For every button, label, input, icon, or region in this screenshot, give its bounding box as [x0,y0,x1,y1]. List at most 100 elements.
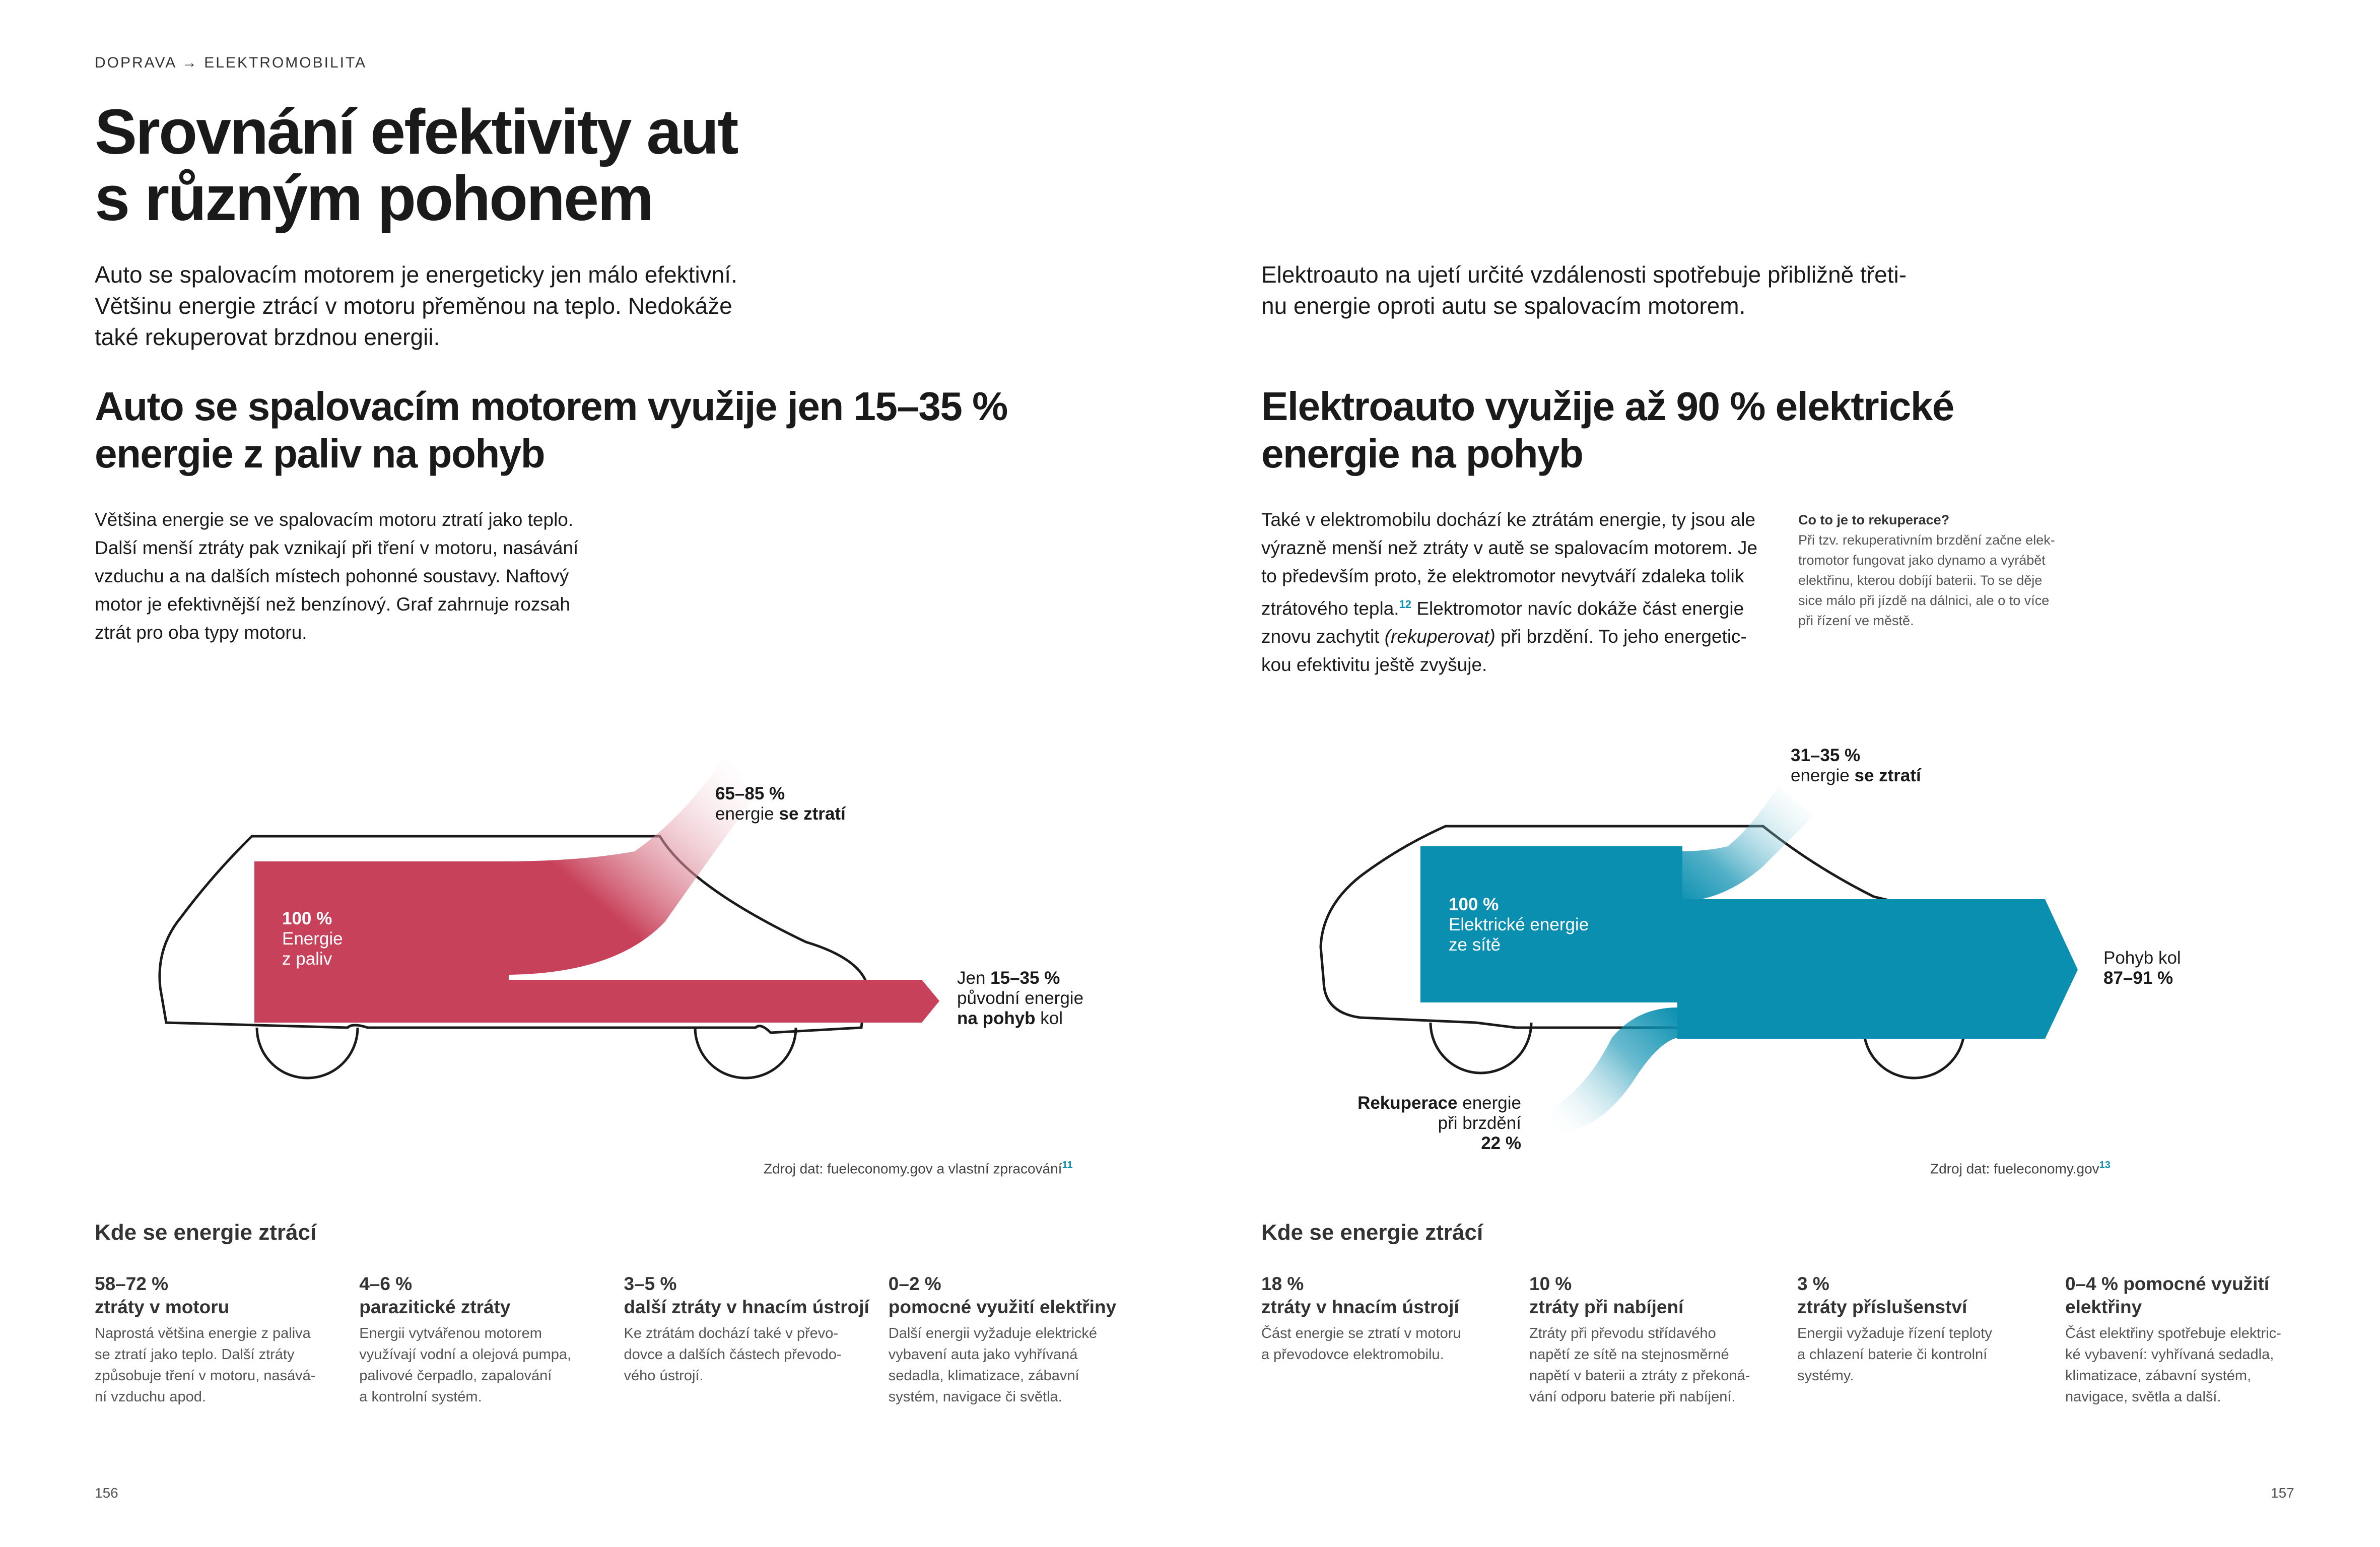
combustion-input-label: 100 % Energie z paliv [282,909,484,969]
stat-desc-line: systémy. [1797,1368,1854,1384]
stat-desc: Naprostá většina energie z paliva se ztr… [95,1323,359,1407]
aside-title: Co to je to rekuperace? [1798,512,1950,527]
stat-desc-line: se ztratí jako teplo. Další ztráty [95,1347,295,1363]
stat-value: 3–5 % [624,1273,677,1294]
combustion-loss-bold: se ztratí [779,804,846,824]
left-section-title: Kde se energie ztrácí [95,1220,317,1245]
right-body-line: to především proto, že elektromotor nevy… [1261,566,1744,586]
stat-title: elektřiny [2065,1297,2142,1317]
stat-desc: Další energii vyžaduje elektrické vybave… [889,1323,1117,1407]
recuperation-aside: Co to je to rekuperace? Při tzv. rekuper… [1798,510,2111,631]
ev-input-text: Elektrické energie [1449,915,1589,934]
stat-title: ztráty v motoru [95,1297,230,1317]
car-wheel-rear-icon [255,1027,359,1080]
right-intro-line: nu energie oproti autu se spalovacím mot… [1261,293,1746,319]
right-body-line: kou efektivitu ještě zvyšuje. [1261,654,1487,676]
page-title: Srovnání efektivity aut s různým pohonem [95,99,800,232]
stat-card: 58–72 % ztráty v motoru Naprostá většina… [95,1272,359,1407]
stat-desc-line: Energii vyžaduje řízení teploty [1797,1325,1992,1341]
right-section-title: Kde se energie ztrácí [1261,1220,1483,1245]
page-number-left: 156 [95,1485,118,1501]
ev-input-label: 100 % Elektrické energie ze sítě [1449,895,1675,955]
combustion-output-post: kol [1035,1008,1063,1028]
car-outline-icon [158,835,868,1034]
right-body-italic: (rekuperovat) [1384,626,1495,647]
right-body-text: Elektromotor navíc dokáže část energie [1411,598,1744,619]
ev-output-pct: 87–91 % [2103,968,2173,988]
ev-energy-loss-flow [1677,786,1813,902]
ev-loss-label: 31–35 % energie se ztratí [1791,746,2043,786]
stat-desc-line: klimatizace, zábavní systém, [2065,1368,2252,1384]
left-intro-line: také rekuperovat brzdnou energii. [95,324,440,350]
breadcrumb: DOPRAVA → ELEKTROMOBILITA [95,54,367,71]
recuperation-label: Rekuperace energie při brzdění 22 % [1320,1093,1521,1154]
ev-car-wheel-front-icon [1862,1027,1966,1080]
right-body-line: výrazně menší než ztráty v autě se spalo… [1261,537,1757,558]
combustion-input-pct: 100 % [282,909,332,928]
right-body-text: při brzdění. To jeho energetic- [1495,626,1747,647]
page-number-right: 157 [2271,1485,2294,1501]
stat-value: 0–4 % pomocné využití [2065,1273,2270,1294]
combustion-output-pre: Jen [957,968,991,988]
stat-desc-line: napětí ze sítě na stejnosměrné [1529,1347,1729,1363]
stat-desc: Energii vytvářenou motorem využívají vod… [359,1323,624,1407]
stat-desc: Energii vyžaduje řízení teploty a chlaze… [1797,1323,2065,1386]
ev-loss-text: energie [1791,766,1855,785]
page-title-line-2: s různým pohonem [95,163,654,234]
aside-body: Při tzv. rekuperativním brzdění začne el… [1798,530,2111,631]
stat-desc-line: způsobuje tření v motoru, nasává- [95,1368,316,1384]
ev-input-pct: 100 % [1449,895,1499,914]
combustion-loss-label: 65–85 % energie se ztratí [715,784,967,824]
recuperation-flow [1551,1007,1677,1133]
stat-desc-line: a kontrolní systém. [359,1389,482,1405]
combustion-input-text: z paliv [282,949,332,969]
stat-value: 10 % [1529,1273,1572,1294]
ev-input-text: ze sítě [1449,935,1501,955]
left-heading-line: energie z paliv na pohyb [95,431,546,476]
stat-title: ztráty v hnacím ústrojí [1261,1297,1459,1317]
stat-desc-line: napětí v baterii a ztráty z překoná- [1529,1368,1750,1384]
right-intro-line: Elektroauto na ujetí určité vzdálenosti … [1261,261,1907,288]
car-wheel-front-icon [694,1027,797,1080]
stat-title: ztráty při nabíjení [1529,1297,1684,1317]
right-stats: 18 % ztráty v hnacím ústrojí Část energi… [1261,1272,2319,1407]
ev-loss-pct: 31–35 % [1791,746,1861,765]
combustion-output-line2: původní energie [957,988,1084,1008]
ev-loss-bold: se ztratí [1854,766,1921,785]
stat-card: 0–4 % pomocné využití elektřiny Část ele… [2065,1272,2307,1407]
left-body-line: ztrát pro oba typy motoru. [95,622,307,643]
stat-value: 0–2 % [888,1273,941,1294]
stat-desc-line: vání odporu baterie při nabíjení. [1529,1389,1736,1405]
stat-desc-line: ké vybavení: vyhřívaná sedadla, [2065,1347,2274,1363]
stat-desc-line: Energii vytvářenou motorem [359,1325,542,1341]
right-body-line: Také v elektromobilu dochází ke ztrátám … [1261,509,1755,530]
stat-desc: Část elektřiny spotřebuje elektric- ké v… [2065,1323,2307,1407]
stat-card: 10 % ztráty při nabíjení Ztráty při přev… [1529,1272,1797,1407]
left-body-line: vzduchu a na dalších místech pohonné sou… [95,566,569,586]
aside-line: tromotor fungovat jako dynamo a vyrábět [1798,553,2046,568]
combustion-loss-text: energie [715,804,779,824]
left-intro-line: Auto se spalovacím motorem je energetick… [95,261,737,288]
stat-title: ztráty příslušenství [1797,1297,1967,1317]
combustion-energy-diagram [158,756,939,1080]
page-title-line-1: Srovnání efektivity aut [95,96,738,167]
right-source-text: Zdroj dat: fueleconomy.gov [1930,1161,2099,1177]
combustion-output-label: Jen 15–35 % původní energie na pohyb kol [957,968,1209,1029]
recuperation-text: energie [1457,1093,1521,1113]
stat-desc-line: ní vzduchu apod. [95,1389,206,1405]
stat-desc-line: Část energie se ztratí v motoru [1261,1325,1461,1341]
stat-value: 18 % [1261,1273,1304,1294]
left-heading-line: Auto se spalovacím motorem využije jen 1… [95,384,1008,429]
left-stats: 58–72 % ztráty v motoru Naprostá většina… [95,1272,1117,1407]
right-source: Zdroj dat: fueleconomy.gov13 [1930,1160,2111,1177]
right-body-text: znovu zachytit [1261,626,1385,647]
combustion-input-text: Energie [282,929,343,949]
stat-desc: Ke ztrátám dochází také v převo- dovce a… [624,1323,889,1386]
combustion-output-bold: na pohyb [957,1008,1036,1028]
stat-value: 58–72 % [95,1273,169,1294]
left-source-text: Zdroj dat: fueleconomy.gov a vlastní zpr… [764,1161,1062,1177]
ev-energy-input-block [1420,846,1682,1002]
right-source-ref: 13 [2099,1160,2111,1171]
stat-desc: Část energie se ztratí v motoru a převod… [1261,1323,1529,1365]
right-body-ref: 12 [1399,598,1412,611]
